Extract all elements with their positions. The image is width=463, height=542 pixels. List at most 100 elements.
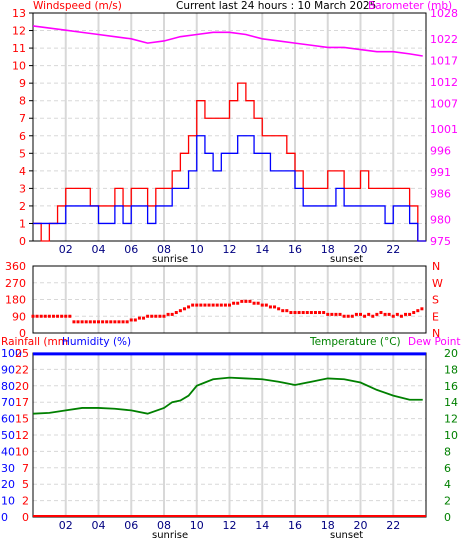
direction-point (256, 301, 260, 305)
direction-point (379, 311, 383, 315)
direction-compass-label: N (432, 260, 440, 273)
sunrise-label: sunrise (152, 254, 188, 265)
windspeed-tick-label: 5 (19, 147, 26, 160)
direction-point (240, 299, 244, 303)
rainfall-tick-label: 10 (15, 445, 29, 458)
direction-point (395, 312, 399, 316)
rainfall-header: Rainfall (mm (1, 336, 68, 348)
chart-title: Current last 24 hours : 10 March 2025 (176, 0, 376, 12)
hour-tick-label: 18 (321, 519, 335, 532)
humidity-tick-label: 10 (1, 495, 15, 508)
panel2-grid (33, 265, 426, 334)
direction-point (170, 312, 174, 316)
hour-tick-label: 08 (157, 243, 171, 256)
direction-point (154, 314, 158, 318)
direction-point (64, 314, 68, 318)
windspeed-header: Windspeed (m/s) (33, 0, 122, 12)
direction-point (260, 303, 264, 307)
barometer-axis: 975 980 986 991 996 1001 1007 1012 1017 1022 1028 (430, 7, 458, 248)
direction-point (322, 311, 326, 315)
direction-compass-label: S (432, 294, 439, 307)
direction-point (330, 312, 334, 316)
barometer-tick-label: 1012 (430, 76, 458, 89)
wind-average-line (33, 135, 426, 242)
direction-point (56, 314, 60, 318)
direction-point (146, 314, 150, 318)
humidity-tick-label: 20 (1, 478, 15, 491)
hour-tick-label: 22 (386, 519, 400, 532)
direction-point (342, 314, 346, 318)
direction-point (387, 312, 391, 316)
direction-point (346, 314, 350, 318)
direction-point (244, 299, 248, 303)
direction-degree-label: 90 (12, 310, 26, 323)
humidity-tick-label: 30 (1, 462, 15, 475)
direction-point (187, 305, 191, 309)
direction-point (232, 301, 236, 305)
barometer-tick-label: 996 (430, 145, 451, 158)
direction-point (113, 320, 117, 324)
direction-point (399, 314, 403, 318)
windspeed-tick-label: 7 (19, 112, 26, 125)
direction-point (109, 320, 113, 324)
humidity-tick-label: 80 (1, 380, 15, 393)
direction-point (219, 303, 223, 307)
hour-tick-label: 04 (92, 519, 106, 532)
rainfall-tick-label: 12 (15, 429, 29, 442)
hour-tick-label: 10 (190, 519, 204, 532)
direction-point (47, 314, 51, 318)
direction-point (289, 311, 293, 315)
direction-point (416, 309, 420, 313)
windspeed-tick-label: 10 (12, 60, 26, 73)
hour-tick-label: 16 (288, 243, 302, 256)
dewpoint-header: Dew Point (408, 336, 461, 348)
direction-point (203, 303, 207, 307)
direction-point (383, 312, 387, 316)
windspeed-tick-label: 11 (12, 42, 26, 55)
barometer-tick-label: 986 (430, 188, 451, 201)
direction-compass-label: W (432, 277, 443, 290)
direction-point (228, 303, 231, 307)
windspeed-tick-label: 1 (19, 217, 26, 230)
direction-point (268, 305, 272, 309)
humidity-tick-label: 50 (1, 429, 15, 442)
direction-point (72, 320, 76, 324)
direction-point (92, 320, 96, 324)
rainfall-tick-label: 0 (22, 511, 29, 524)
windspeed-tick-label: 6 (19, 130, 26, 143)
panel1-grid (33, 12, 426, 242)
humidity-tick-label: 60 (1, 413, 15, 426)
direction-point (367, 312, 371, 316)
humidity-tick-label: 70 (1, 396, 15, 409)
direction-compass-label: E (432, 310, 439, 323)
direction-degree-label: 180 (5, 294, 26, 307)
windspeed-tick-label: 8 (19, 95, 26, 108)
direction-degree-label: 360 (5, 260, 26, 273)
direction-point (215, 303, 219, 307)
direction-point (150, 314, 154, 318)
hour-tick-label: 22 (386, 243, 400, 256)
temperature-axis: 0 2 4 6 8 10 12 14 16 18 20 (444, 347, 458, 524)
direction-point (68, 314, 72, 318)
temperature-tick-label: 6 (444, 462, 451, 475)
direction-point (97, 320, 100, 324)
windspeed-tick-label: 13 (12, 7, 26, 20)
hour-tick-label: 14 (255, 243, 269, 256)
direction-point (334, 312, 338, 316)
direction-series (31, 299, 424, 324)
temperature-tick-label: 10 (444, 429, 458, 442)
temperature-tick-label: 2 (444, 495, 451, 508)
direction-point (31, 314, 35, 318)
direction-point (51, 314, 55, 318)
direction-point (313, 311, 317, 315)
direction-point (133, 318, 137, 322)
rainfall-tick-label: 15 (15, 413, 29, 426)
direction-point (166, 312, 170, 316)
sunset-label-2: sunset (330, 530, 363, 541)
direction-point (277, 307, 281, 311)
panel1-series (32, 25, 426, 242)
rainfall-tick-label: 20 (15, 380, 29, 393)
panel3-series (32, 352, 426, 517)
